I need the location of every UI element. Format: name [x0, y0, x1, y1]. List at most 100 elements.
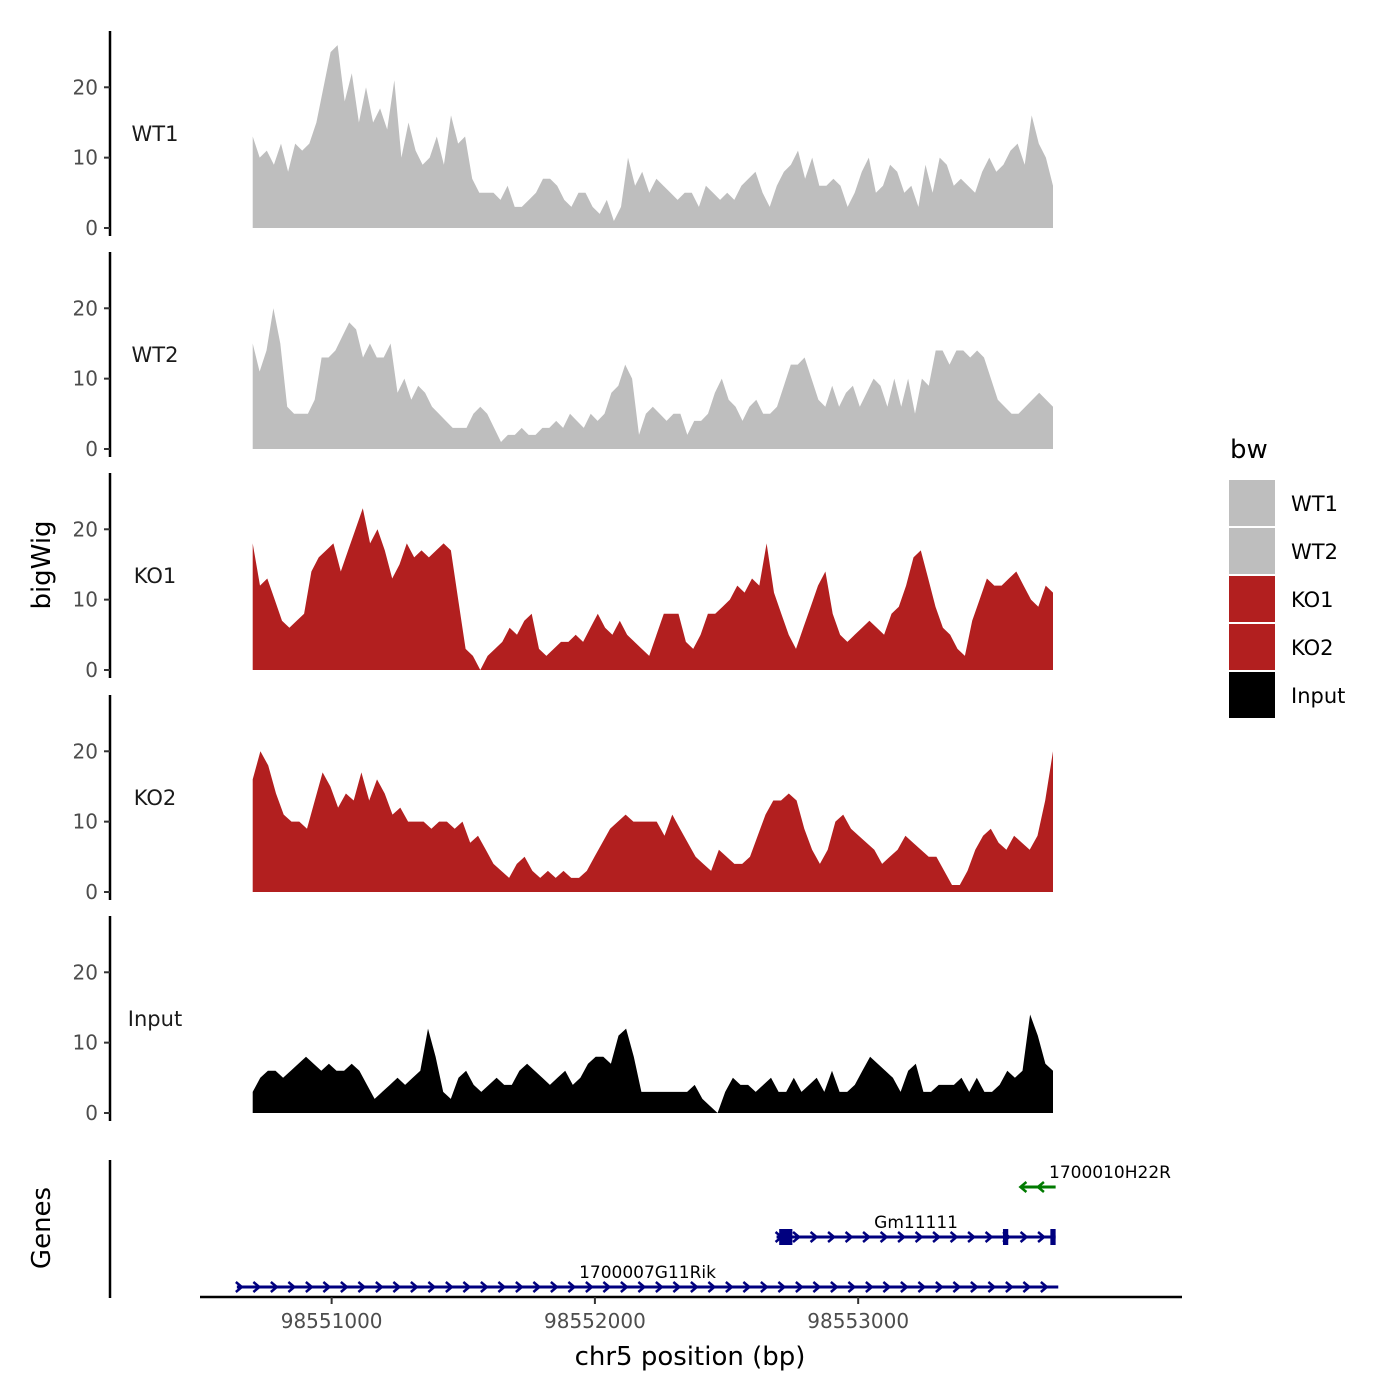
- strand-chevron: [987, 1281, 997, 1293]
- strand-chevron: [1019, 1231, 1029, 1243]
- strand-chevron: [844, 1231, 854, 1243]
- y-tick-label: 20: [73, 960, 98, 984]
- strand-chevron: [865, 1281, 874, 1293]
- legend-label: WT1: [1291, 492, 1338, 516]
- legend-label: Input: [1291, 684, 1345, 708]
- legend-key-input: [1229, 672, 1275, 718]
- strand-chevron: [567, 1281, 577, 1293]
- strand-chevron: [830, 1281, 839, 1293]
- track-label: Input: [128, 1007, 182, 1031]
- strand-chevron: [1037, 1231, 1047, 1243]
- y-tick-label: 0: [85, 880, 98, 904]
- x-tick-label: 98551000: [281, 1309, 383, 1333]
- track-ko2: 0 10 20 KO2: [73, 695, 1053, 904]
- strand-chevron: [935, 1281, 944, 1293]
- area-wt1: [252, 45, 1053, 228]
- strand-chevron: [270, 1281, 279, 1293]
- strand-chevron: [532, 1281, 542, 1293]
- strand-chevron: [462, 1281, 472, 1293]
- legend-label: KO1: [1291, 588, 1334, 612]
- legend-key-ko1: [1229, 576, 1275, 622]
- strand-chevron: [445, 1281, 454, 1293]
- strand-chevron: [900, 1281, 909, 1293]
- strand-chevron: [742, 1281, 752, 1293]
- legend-key-wt1: [1229, 480, 1275, 526]
- y-tick-label: 20: [73, 296, 98, 320]
- track-label: WT1: [132, 122, 179, 146]
- signal-tracks: 0 10 20 WT1 0 10 20 WT2 0 10 20 KO1 0 10 20 KO2 0 10 20 Inp…: [73, 31, 1053, 1125]
- strand-chevron: [480, 1281, 489, 1293]
- strand-chevron: [792, 1231, 802, 1243]
- track-input: 0 10 20 Input: [73, 916, 1053, 1125]
- strand-chevron: [305, 1281, 314, 1293]
- gene-gm11111: Gm11111: [774, 1213, 1056, 1245]
- area-ko1: [252, 508, 1053, 670]
- exon: [1002, 1229, 1009, 1245]
- y-tick-label: 10: [73, 588, 98, 612]
- strand-chevron: [760, 1281, 769, 1293]
- strand-chevron: [410, 1281, 419, 1293]
- strand-chevron: [1018, 1181, 1028, 1193]
- x-axis: 98551000 98552000 98553000: [200, 1295, 1182, 1333]
- legend-label: KO2: [1291, 636, 1334, 660]
- gene-1700010h22r: 1700010H22R: [1018, 1163, 1171, 1193]
- strand-chevron: [637, 1281, 647, 1293]
- strand-chevron: [970, 1281, 979, 1293]
- track-label: KO1: [134, 564, 177, 588]
- y-tick-label: 10: [73, 810, 98, 834]
- y-tick-label: 10: [73, 1031, 98, 1055]
- strand-chevron: [812, 1281, 822, 1293]
- strand-chevron: [725, 1281, 734, 1293]
- strand-chevron: [585, 1281, 594, 1293]
- y-axis-title: bigWig: [27, 520, 57, 609]
- strand-chevron: [235, 1281, 244, 1293]
- strand-chevron: [847, 1281, 857, 1293]
- x-tick-label: 98552000: [544, 1309, 646, 1333]
- strand-chevron: [914, 1231, 924, 1243]
- legend-label: WT2: [1291, 540, 1338, 564]
- exon: [779, 1229, 793, 1245]
- strand-chevron: [1040, 1281, 1049, 1293]
- y-tick-label: 0: [85, 658, 98, 682]
- legend: bw WT1 WT2 KO1 KO2 Input: [1229, 435, 1345, 718]
- y-tick-label: 0: [85, 216, 98, 240]
- gene-label: 1700010H22R: [1049, 1163, 1171, 1183]
- genes-axis-title: Genes: [27, 1187, 57, 1269]
- strand-chevron: [795, 1281, 804, 1293]
- strand-chevron: [897, 1231, 907, 1243]
- x-tick-label: 98553000: [807, 1309, 909, 1333]
- strand-chevron: [672, 1281, 682, 1293]
- y-tick-label: 20: [73, 75, 98, 99]
- area-ko2: [252, 751, 1053, 892]
- y-tick-label: 0: [85, 437, 98, 461]
- y-tick-label: 20: [73, 517, 98, 541]
- strand-chevron: [1005, 1281, 1014, 1293]
- strand-chevron: [707, 1281, 717, 1293]
- strand-chevron: [602, 1281, 612, 1293]
- strand-chevron: [809, 1231, 819, 1243]
- strand-chevron: [392, 1281, 402, 1293]
- strand-chevron: [427, 1281, 437, 1293]
- strand-chevron: [949, 1231, 959, 1243]
- track-label: KO2: [134, 786, 177, 810]
- strand-chevron: [340, 1281, 349, 1293]
- legend-key-ko2: [1229, 624, 1275, 670]
- track-ko1: 0 10 20 KO1: [73, 473, 1053, 682]
- x-axis-title: chr5 position (bp): [575, 1342, 806, 1372]
- strand-chevron: [777, 1281, 787, 1293]
- legend-key-wt2: [1229, 528, 1275, 574]
- strand-chevron: [497, 1281, 507, 1293]
- strand-chevron: [932, 1231, 942, 1243]
- strand-chevron: [984, 1231, 994, 1243]
- y-tick-label: 10: [73, 367, 98, 391]
- strand-chevron: [620, 1281, 629, 1293]
- strand-chevron: [952, 1281, 962, 1293]
- y-tick-label: 0: [85, 1101, 98, 1125]
- strand-chevron: [862, 1231, 872, 1243]
- strand-chevron: [515, 1281, 524, 1293]
- strand-chevron: [917, 1281, 927, 1293]
- strand-chevron: [357, 1281, 367, 1293]
- strand-chevron: [967, 1231, 977, 1243]
- strand-chevron: [655, 1281, 664, 1293]
